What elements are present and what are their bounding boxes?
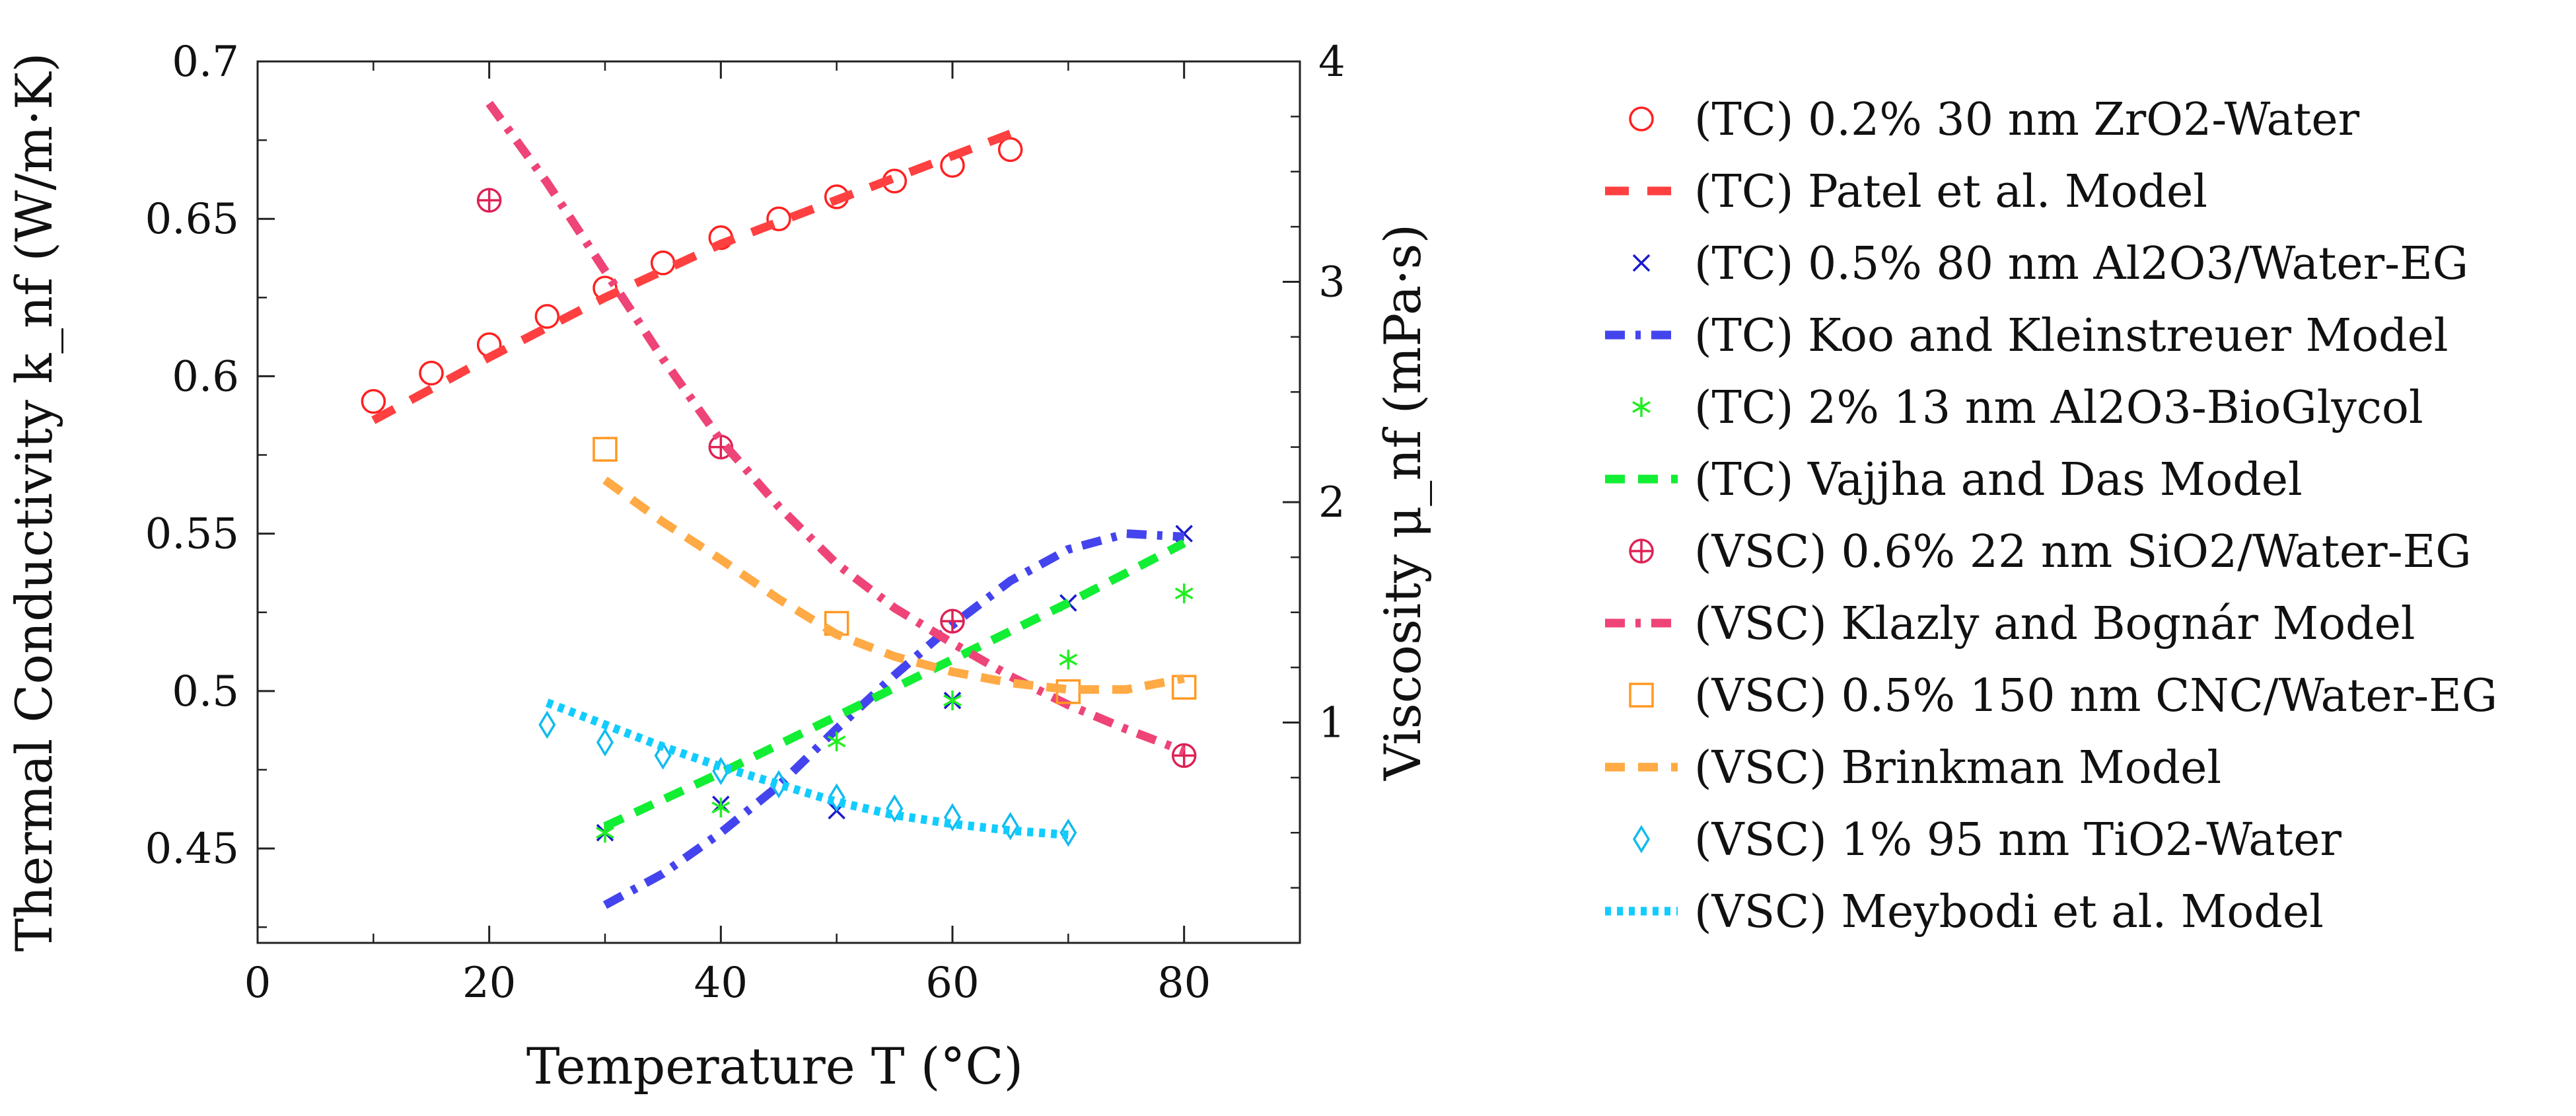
data-point <box>886 794 904 823</box>
legend-label: (VSC) Meybodi et al. Model <box>1694 886 2324 938</box>
y-right-tick-label: 4 <box>1318 38 1345 87</box>
series-9 <box>602 476 1185 694</box>
y-left-tick-label: 0.65 <box>145 195 240 244</box>
series-line <box>485 100 1186 755</box>
data-point <box>943 803 962 832</box>
legend-label: (VSC) 0.6% 22 nm SiO2/Water-EG <box>1694 526 2472 578</box>
x-tick-label: 60 <box>925 959 979 1008</box>
series-5 <box>603 539 1186 831</box>
data-point <box>534 304 560 329</box>
series-7 <box>485 100 1186 755</box>
legend-entry: (TC) Koo and Kleinstreuer Model <box>1605 310 2449 362</box>
legend-entry: (VSC) Klazly and Bognár Model <box>1605 598 2415 650</box>
legend-label: (VSC) 0.5% 150 nm CNC/Water-EG <box>1694 670 2497 722</box>
y-left-tick-label: 0.45 <box>145 825 240 874</box>
data-point <box>940 609 965 634</box>
legend-entry: (VSC) 1% 95 nm TiO2-Water <box>1632 814 2342 866</box>
series-1 <box>371 130 1013 424</box>
legend-entry: (TC) 2% 13 nm Al2O3-BioGlycol <box>1632 382 2423 434</box>
legend-marker-swatch <box>1632 254 1651 272</box>
data-point <box>1171 675 1197 700</box>
data-point <box>711 798 731 818</box>
data-point <box>943 690 962 711</box>
y-left-tick-label: 0.7 <box>172 38 239 87</box>
y-right-tick-label: 2 <box>1318 478 1345 527</box>
x-axis-title: Temperature T (°C) <box>526 1037 1023 1096</box>
legend-label: (TC) 2% 13 nm Al2O3-BioGlycol <box>1694 382 2423 434</box>
legend-entry: (TC) 0.2% 30 nm ZrO2-Water <box>1629 94 2360 146</box>
data-point <box>596 728 614 757</box>
legend-marker-swatch <box>1632 397 1651 417</box>
series-line <box>603 539 1186 831</box>
series-line <box>602 476 1185 694</box>
series-4 <box>596 583 1194 843</box>
data-point <box>827 731 846 752</box>
data-point <box>1059 650 1078 670</box>
legend-marker-swatch <box>1632 825 1651 854</box>
axis-ticks <box>256 60 1301 943</box>
data-point <box>1174 583 1194 604</box>
series-3 <box>602 529 1185 909</box>
y-right-tick-label: 1 <box>1318 699 1345 748</box>
series-2 <box>596 525 1193 842</box>
legend-entry: (VSC) Meybodi et al. Model <box>1605 886 2324 938</box>
legend-label: (TC) Vajjha and Das Model <box>1694 454 2303 506</box>
legend-label: (TC) 0.5% 80 nm Al2O3/Water-EG <box>1694 238 2468 290</box>
data-point <box>419 360 444 386</box>
legend-entry: (TC) 0.5% 80 nm Al2O3/Water-EG <box>1632 238 2468 290</box>
y-left-tick-label: 0.5 <box>172 667 239 716</box>
legend-entry: (TC) Vajjha and Das Model <box>1605 454 2303 506</box>
y-right-tick-label: 3 <box>1318 258 1345 307</box>
legend-marker-swatch <box>1629 106 1654 131</box>
legend: (TC) 0.2% 30 nm ZrO2-Water (TC) Patel et … <box>1605 94 2497 938</box>
data-point <box>361 389 386 414</box>
legend-entry: (TC) Patel et al. Model <box>1605 166 2207 218</box>
y-axis-title-left: Thermal Conductivity k_nf (W/m·K) <box>5 53 63 952</box>
legend-label: (TC) 0.2% 30 nm ZrO2-Water <box>1694 94 2360 146</box>
series-6 <box>476 188 1197 768</box>
y-axis-title-right: Viscosity μ_nf (mPa·s) <box>1373 224 1432 781</box>
x-tick-label: 80 <box>1157 959 1211 1008</box>
series-line <box>545 698 1069 840</box>
legend-marker-swatch <box>1629 683 1654 708</box>
legend-entry: (VSC) 0.6% 22 nm SiO2/Water-EG <box>1629 526 2472 578</box>
plot-series <box>361 100 1197 909</box>
series-11 <box>545 698 1069 840</box>
legend-label: (TC) Koo and Kleinstreuer Model <box>1694 310 2449 362</box>
data-point <box>1001 811 1019 840</box>
data-point <box>997 137 1023 163</box>
legend-label: (VSC) Brinkman Model <box>1694 742 2221 794</box>
legend-entry: (VSC) 0.5% 150 nm CNC/Water-EG <box>1629 670 2497 722</box>
series-line <box>602 529 1185 909</box>
data-point <box>828 783 845 812</box>
x-tick-label: 0 <box>244 959 271 1008</box>
legend-label: (VSC) 1% 95 nm TiO2-Water <box>1694 814 2342 866</box>
legend-label: (VSC) Klazly and Bognár Model <box>1694 598 2415 650</box>
data-point <box>476 188 502 213</box>
series-line <box>371 130 1013 424</box>
y-left-tick-label: 0.55 <box>145 510 240 559</box>
x-tick-label: 40 <box>694 959 748 1008</box>
data-point <box>592 437 618 462</box>
legend-label: (TC) Patel et al. Model <box>1694 166 2207 218</box>
data-point <box>538 710 556 739</box>
series-8 <box>592 437 1197 704</box>
series-10 <box>538 710 1077 847</box>
x-tick-label: 20 <box>462 959 516 1008</box>
data-point <box>766 206 791 231</box>
data-point <box>654 741 672 770</box>
legend-marker-swatch <box>1629 539 1654 564</box>
y-left-tick-label: 0.6 <box>172 352 239 401</box>
data-point <box>1059 818 1077 847</box>
axis-tick-labels: 0 20 40 60 80 0.45 0.5 0.55 0.6 0.65 0.7 1 2 3 4 <box>145 38 1345 1008</box>
legend-entry: (VSC) Brinkman Model <box>1605 742 2221 794</box>
